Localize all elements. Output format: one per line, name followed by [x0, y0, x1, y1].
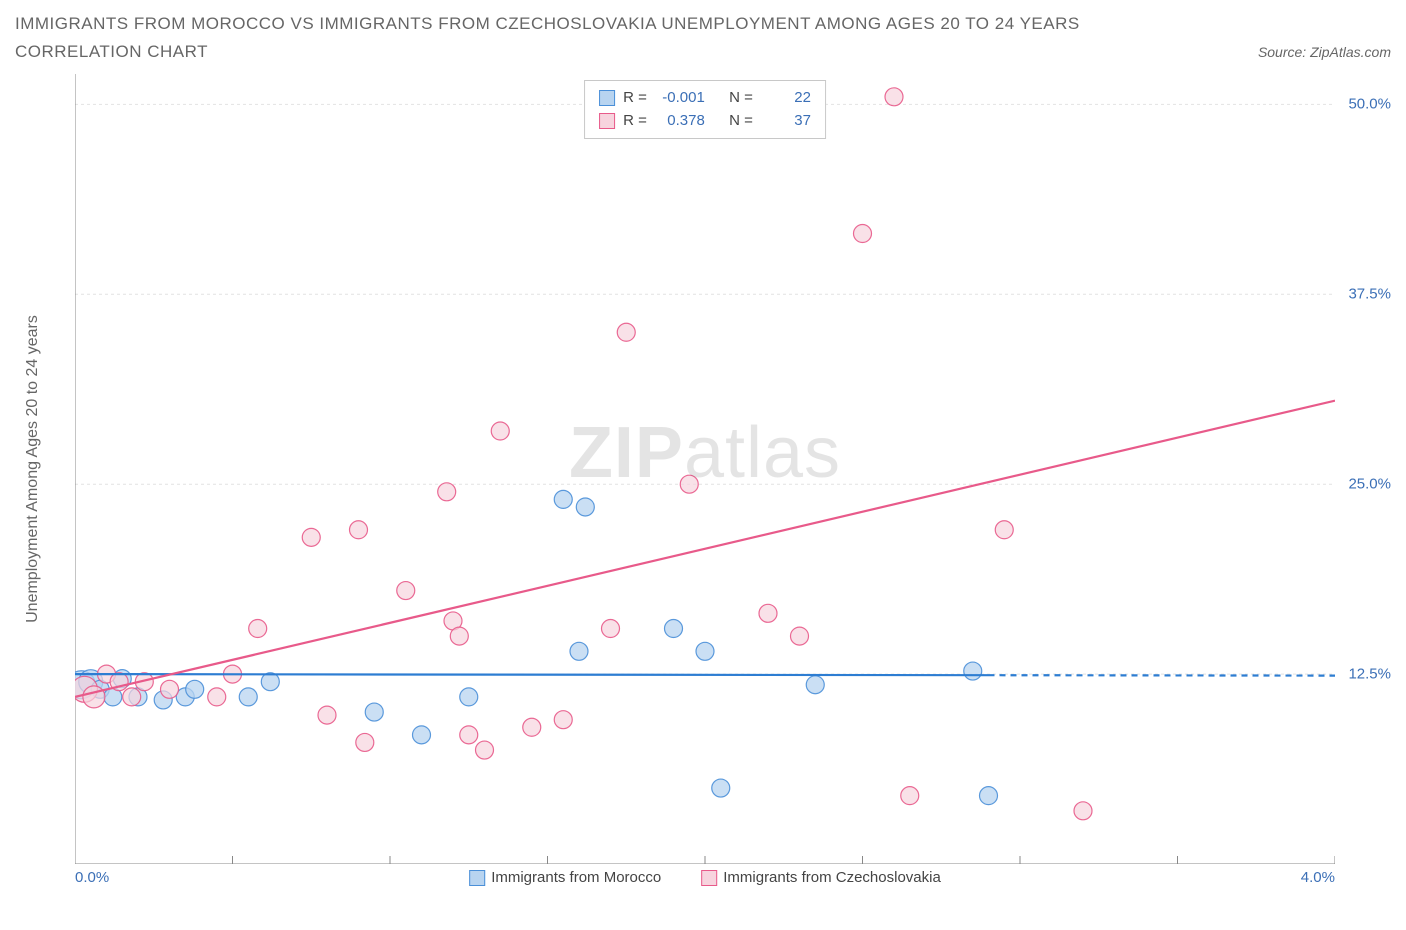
stats-row-czech: R = 0.378 N = 37 — [599, 110, 811, 133]
n-value-czech: 37 — [761, 110, 811, 133]
n-label: N = — [729, 110, 753, 133]
swatch-czech-icon — [701, 870, 717, 886]
bottom-legend: Immigrants from Morocco Immigrants from … — [469, 869, 941, 886]
y-tick-label: 25.0% — [1348, 476, 1391, 493]
legend-item-morocco: Immigrants from Morocco — [469, 869, 661, 886]
stats-row-morocco: R = -0.001 N = 22 — [599, 87, 811, 110]
swatch-morocco-icon — [469, 870, 485, 886]
plot-area: ZIPatlas R = -0.001 N = 22 R = 0.378 N =… — [75, 74, 1335, 864]
n-label: N = — [729, 87, 753, 110]
chart-container: Unemployment Among Ages 20 to 24 years Z… — [15, 74, 1391, 894]
y-tick-label: 37.5% — [1348, 286, 1391, 303]
source-label: Source: ZipAtlas.com — [1258, 44, 1391, 60]
n-value-morocco: 22 — [761, 87, 811, 110]
chart-title-line2: CORRELATION CHART — [15, 42, 208, 62]
swatch-czech — [599, 113, 615, 129]
stats-legend-box: R = -0.001 N = 22 R = 0.378 N = 37 — [584, 80, 826, 139]
x-tick-label: 4.0% — [1301, 869, 1335, 886]
r-value-czech: 0.378 — [655, 110, 705, 133]
y-axis-label: Unemployment Among Ages 20 to 24 years — [24, 315, 42, 623]
r-label: R = — [623, 110, 647, 133]
chart-title-line1: IMMIGRANTS FROM MOROCCO VS IMMIGRANTS FR… — [15, 14, 1391, 34]
r-label: R = — [623, 87, 647, 110]
legend-item-czech: Immigrants from Czechoslovakia — [701, 869, 941, 886]
legend-label-czech: Immigrants from Czechoslovakia — [723, 869, 941, 886]
y-tick-label: 12.5% — [1348, 666, 1391, 683]
swatch-morocco — [599, 90, 615, 106]
legend-label-morocco: Immigrants from Morocco — [491, 869, 661, 886]
scatter-svg — [75, 74, 1335, 864]
x-tick-label: 0.0% — [75, 869, 109, 886]
y-tick-label: 50.0% — [1348, 96, 1391, 113]
r-value-morocco: -0.001 — [655, 87, 705, 110]
